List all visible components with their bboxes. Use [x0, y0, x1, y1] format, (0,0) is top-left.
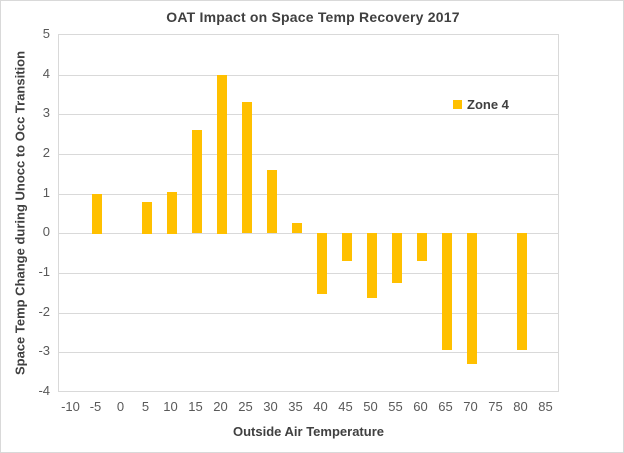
x-tick-label: 80	[513, 399, 528, 414]
bar-50	[367, 233, 377, 298]
chart-title: OAT Impact on Space Temp Recovery 2017	[166, 9, 460, 25]
bar-40	[317, 233, 327, 294]
bar-15	[192, 130, 202, 233]
bar-35	[292, 223, 302, 233]
y-tick-label: 0	[42, 224, 50, 239]
bar-5	[142, 202, 152, 234]
y-tick-label: 1	[42, 185, 50, 200]
bar-80	[517, 233, 527, 350]
y-tick-label: -1	[38, 264, 50, 279]
x-tick-label: 0	[116, 399, 125, 414]
x-tick-label: 30	[263, 399, 278, 414]
x-axis-title: Outside Air Temperature	[233, 424, 384, 439]
x-tick-label: 20	[213, 399, 228, 414]
x-tick-label: 65	[438, 399, 453, 414]
x-tick-label: 75	[488, 399, 503, 414]
x-tick-label: -5	[89, 399, 102, 414]
gridline	[59, 194, 558, 195]
x-tick-label: 15	[188, 399, 203, 414]
gridline	[59, 75, 558, 76]
bar-25	[242, 102, 252, 233]
x-tick-label: 50	[363, 399, 378, 414]
bar-70	[467, 233, 477, 364]
x-tick-label: 10	[163, 399, 178, 414]
x-tick-label: 85	[538, 399, 553, 414]
y-tick-label: -3	[38, 343, 50, 358]
bar-60	[417, 233, 427, 261]
y-tick-label: 3	[42, 105, 50, 120]
plot-area	[58, 34, 559, 392]
gridline	[59, 273, 558, 274]
x-tick-label: 40	[313, 399, 328, 414]
y-tick-label: 2	[42, 145, 50, 160]
x-tick-label: 25	[238, 399, 253, 414]
y-tick-label: -2	[38, 304, 50, 319]
gridline	[59, 352, 558, 353]
y-tick-label: 4	[42, 66, 50, 81]
legend: Zone 4	[453, 97, 509, 112]
gridline	[59, 233, 558, 234]
bar-65	[442, 233, 452, 350]
gridline	[59, 154, 558, 155]
y-tick-label: 5	[42, 26, 50, 41]
bar-55	[392, 233, 402, 283]
bar--5	[92, 194, 102, 234]
gridline	[59, 114, 558, 115]
y-tick-label: -4	[38, 383, 50, 398]
y-axis-title: Space Temp Change during Unocc to Occ Tr…	[12, 50, 28, 376]
x-tick-label: -10	[61, 399, 80, 414]
gridline	[59, 313, 558, 314]
legend-swatch-icon	[453, 100, 462, 109]
x-tick-label: 70	[463, 399, 478, 414]
bar-10	[167, 192, 177, 234]
bar-45	[342, 233, 352, 261]
x-tick-label: 55	[388, 399, 403, 414]
x-tick-label: 45	[338, 399, 353, 414]
x-tick-label: 5	[141, 399, 150, 414]
bar-30	[267, 170, 277, 233]
x-tick-label: 60	[413, 399, 428, 414]
x-tick-label: 35	[288, 399, 303, 414]
bar-20	[217, 75, 227, 234]
legend-label: Zone 4	[467, 97, 509, 112]
